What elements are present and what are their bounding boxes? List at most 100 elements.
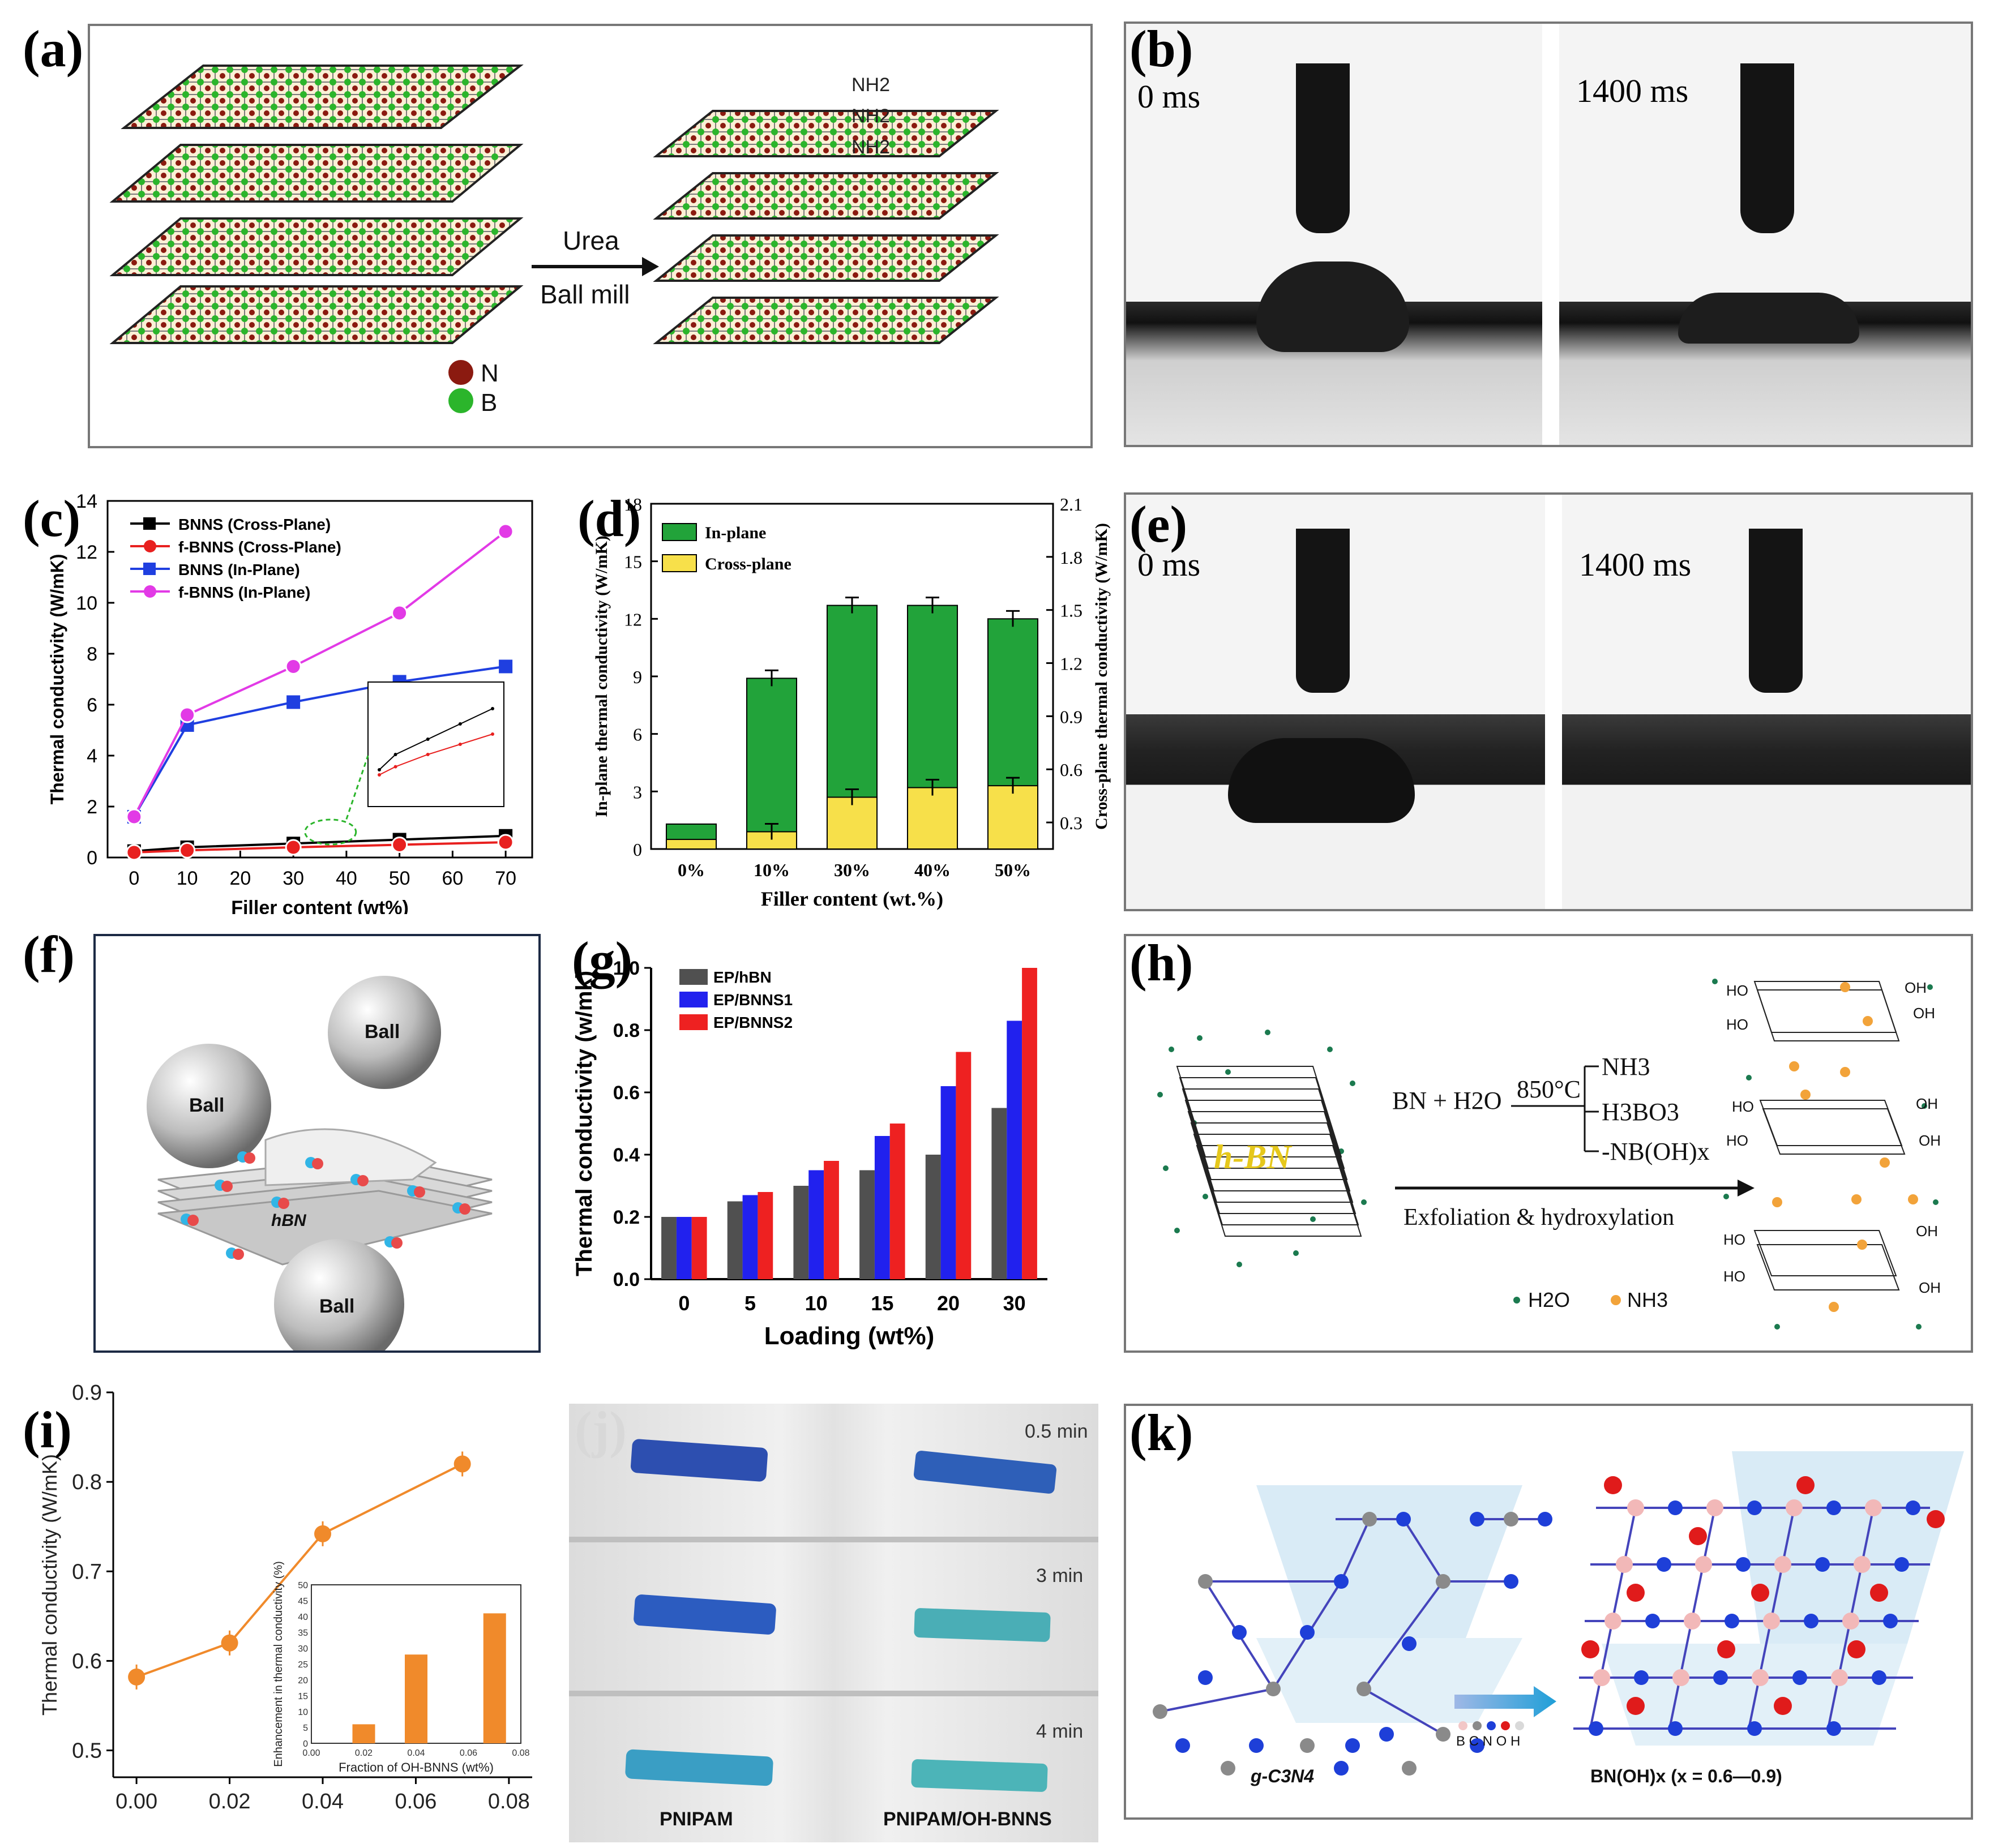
ball-label: Ball	[189, 1095, 224, 1116]
x-tick-label: 40	[336, 868, 357, 889]
x-tick-label: 10%	[754, 860, 790, 880]
inset-frame	[367, 681, 504, 807]
y-tick-label: 1.0	[613, 958, 640, 979]
inset-point	[491, 707, 494, 710]
panel-b: 0 ms 1400 ms	[1124, 22, 1973, 447]
y-tick-label: 0.2	[613, 1207, 640, 1228]
y-tick-label: 0	[87, 847, 97, 869]
inset-y-tick-label: 10	[298, 1708, 308, 1717]
y-tick-label: 0.7	[72, 1560, 102, 1584]
data-point	[314, 1525, 331, 1542]
y-tick-label: 0.8	[613, 1020, 640, 1041]
inset-y-tick-label: 0	[303, 1739, 308, 1749]
y-tick-label: 0.5	[72, 1739, 102, 1763]
x-tick-label: 20	[229, 868, 251, 889]
inset-point	[378, 768, 381, 771]
g-c3n4-lattice	[1159, 1518, 1545, 1735]
panel-g: 0.0 0.2 0.4 0.6 0.8 1.0 0 5 10 15 20 30 Loading (wt%…	[560, 928, 1059, 1358]
ball-icon	[274, 1239, 404, 1369]
legend-swatch	[662, 554, 697, 572]
bar-1	[676, 1217, 692, 1279]
y-tick-label: 0.6	[72, 1649, 102, 1673]
bar-0	[727, 1201, 743, 1279]
bar-2	[1022, 968, 1037, 1279]
legend-marker	[143, 517, 156, 530]
data-point	[126, 808, 143, 825]
legend-label: Cross-plane	[705, 555, 791, 573]
y2-tick-label: 0.6	[1060, 760, 1082, 780]
inset-point	[491, 732, 494, 736]
inset-y-label: Enhancement in thermal conductivity (%)	[272, 1561, 285, 1767]
arrow-caption: Exfoliation & hydroxylation	[1403, 1204, 1674, 1230]
bar-1	[874, 1136, 890, 1279]
inset-x-tick-label: 0.00	[302, 1748, 320, 1758]
temperature: 850°C	[1517, 1075, 1581, 1103]
element-legend-icon	[1458, 1721, 1524, 1730]
x-tick-label: 0%	[678, 860, 705, 880]
water-dots	[1157, 979, 1939, 1330]
time-label-0ms: 0 ms	[1137, 78, 1201, 115]
bar-1	[742, 1195, 758, 1279]
bar-2	[824, 1161, 839, 1279]
svg-text:HO: HO	[1726, 982, 1748, 999]
time-label-j-1: 0.5 min	[1025, 1421, 1088, 1442]
inset-point	[458, 722, 462, 726]
product-nboh: -NB(OH)x	[1602, 1138, 1710, 1165]
x-axis-label: Filler content (wt.%)	[761, 887, 943, 910]
gel-strip	[633, 1594, 777, 1635]
inset-bar	[352, 1724, 375, 1743]
arrow-label-top: Urea	[563, 226, 619, 255]
svg-text:OH: OH	[1913, 1005, 1935, 1022]
legend-label: In-plane	[705, 524, 766, 542]
o-atoms	[1581, 1476, 1945, 1715]
inset-point	[393, 753, 397, 756]
y-tick-label: 0.8	[72, 1470, 102, 1494]
bnoh-label: BN(OH)x (x = 0.6—0.9)	[1590, 1766, 1782, 1786]
x-tick-label: 30	[283, 868, 304, 889]
water-legend-dot	[1513, 1297, 1520, 1304]
reactants: BN + H2O	[1392, 1087, 1502, 1114]
ammonia-legend-dot	[1611, 1295, 1621, 1305]
y2-tick-label: 0.9	[1060, 706, 1082, 727]
bar-0	[859, 1170, 875, 1279]
gel-strip	[911, 1759, 1048, 1793]
legend-label: EP/BNNS1	[713, 991, 793, 1009]
svg-text:OH: OH	[1905, 979, 1927, 996]
panel-i: 0.5 0.6 0.7 0.8 0.9 0.00 0.02 0.04 0.06 0.08 Therm…	[23, 1381, 560, 1834]
label-d: (d)	[577, 490, 641, 547]
data-point	[179, 706, 196, 723]
x-tick-label: 10	[177, 868, 198, 889]
svg-text:HO: HO	[1726, 1132, 1748, 1149]
droplet-photo-0ms	[1126, 24, 1542, 445]
data-point	[286, 695, 301, 709]
inset-y-tick-label: 5	[303, 1723, 308, 1733]
bar-2	[758, 1192, 773, 1279]
hydroxylation-diagram: h-BN BN + H2O 850°C NH3 H3BO3 -NB(OH)x E…	[1157, 979, 1941, 1330]
inset-y-tick-label: 35	[298, 1628, 308, 1638]
y-tick-label: 12	[624, 609, 642, 629]
svg-text:NH2: NH2	[851, 105, 890, 127]
data-point	[128, 1668, 146, 1686]
inset-x-tick-label: 0.06	[460, 1748, 477, 1758]
bar-cross-plane	[987, 785, 1039, 850]
y-tick-label: 10	[76, 593, 97, 614]
y2-axis-label: Cross-plane thermal conductivity (W/mK)	[1092, 523, 1111, 830]
legend-swatch	[679, 1014, 708, 1030]
gel-strip	[914, 1607, 1051, 1643]
product-h3bo3: H3BO3	[1602, 1098, 1679, 1126]
y-axis-label: Thermal conductivity (w/mk)	[572, 971, 597, 1276]
y-tick-label: 0.9	[72, 1381, 102, 1405]
legend-label: BNNS (In-Plane)	[178, 561, 300, 578]
droplet-photo-1400ms	[1559, 24, 1971, 445]
legend-label: f-BNNS (Cross-Plane)	[178, 538, 341, 556]
time-label-e-0ms: 0 ms	[1137, 546, 1201, 583]
svg-text:HO: HO	[1723, 1268, 1745, 1285]
gel-photo-row-1	[569, 1404, 1098, 1537]
arrow-label-bottom: Ball mill	[540, 280, 630, 309]
label-c: (c)	[23, 490, 81, 547]
inset-x-label: Fraction of OH-BNNS (wt%)	[339, 1760, 494, 1774]
label-h: (h)	[1129, 934, 1193, 992]
gel-strip	[913, 1450, 1058, 1494]
data-point	[126, 844, 143, 861]
time-label-j-3: 4 min	[1036, 1721, 1084, 1742]
